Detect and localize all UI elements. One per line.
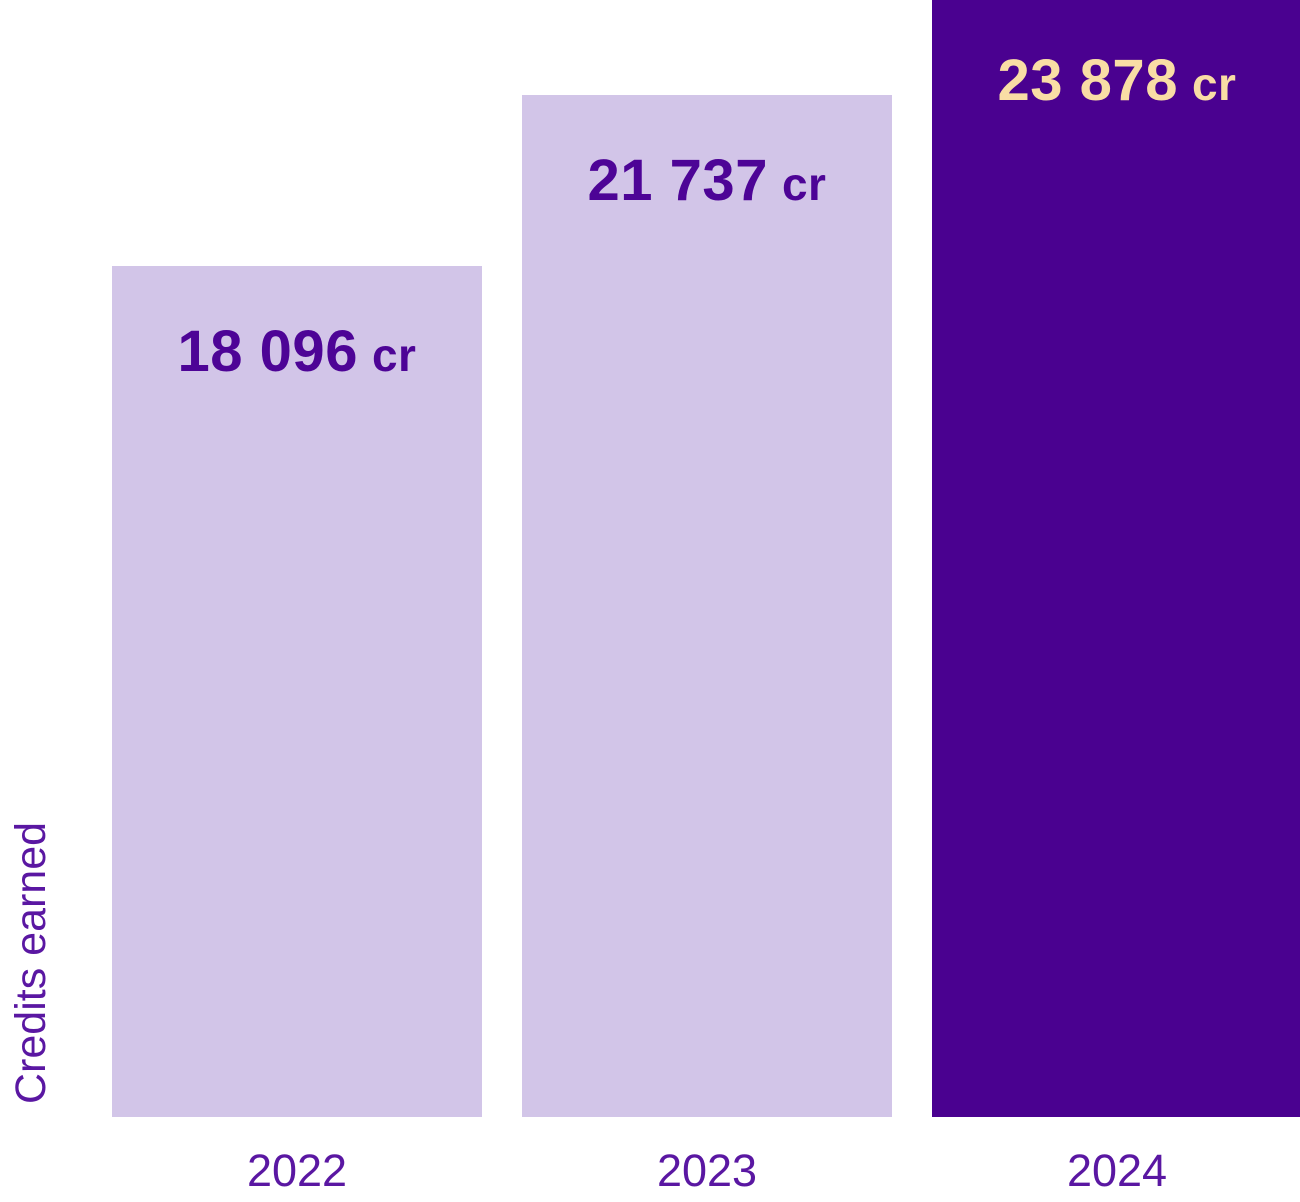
bar-value-number: 21 737: [587, 148, 768, 213]
bar-value-label-2024: 23 878 cr: [932, 48, 1300, 115]
x-axis-label-2024: 2024: [1066, 1145, 1168, 1196]
bar-value-number: 18 096: [177, 319, 358, 384]
bar-value-unit: cr: [371, 329, 417, 381]
bar-2023: 21 737 cr: [522, 95, 892, 1117]
bar-value-number: 23 878: [997, 48, 1178, 113]
bar-value-label-2022: 18 096 cr: [112, 319, 482, 386]
bar-2022: 18 096 cr: [112, 266, 482, 1117]
x-axis-label-2023: 2023: [656, 1145, 758, 1196]
bar-2024: 23 878 cr: [932, 0, 1300, 1117]
bar-value-unit: cr: [1191, 58, 1237, 110]
bar-value-unit: cr: [781, 158, 827, 210]
x-axis-label-2022: 2022: [246, 1145, 348, 1196]
y-axis-label: Credits earned: [7, 821, 55, 1104]
bar-value-label-2023: 21 737 cr: [522, 148, 892, 215]
